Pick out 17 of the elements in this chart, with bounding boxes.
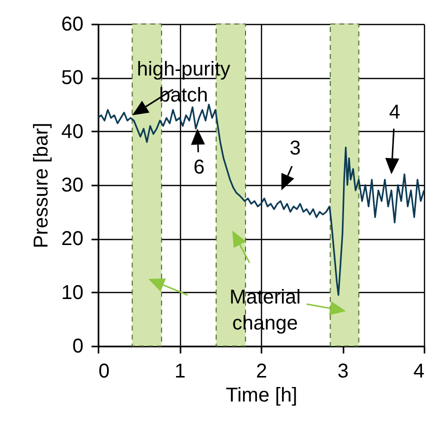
annotation: 4 (389, 102, 400, 124)
y-tick-label: 60 (61, 14, 84, 36)
y-tick-label: 50 (61, 67, 84, 90)
y-tick-label: 30 (61, 174, 84, 196)
y-tick-label: 20 (61, 228, 84, 250)
y-axis-title: Pressure [bar] (30, 122, 52, 248)
annotation: 6 (193, 156, 205, 178)
x-tick-label: 3 (337, 360, 349, 382)
x-axis-title: Time [h] (226, 384, 298, 406)
y-tick-label: 10 (61, 282, 84, 304)
x-tick-label: 1 (174, 360, 186, 382)
x-tick-label: 0 (98, 360, 110, 382)
x-tick-label: 2 (256, 360, 268, 382)
annotation: 3 (290, 138, 301, 160)
x-tick-label: 4 (413, 360, 424, 382)
y-tick-label: 0 (72, 336, 84, 358)
y-tick-label: 40 (61, 120, 84, 143)
